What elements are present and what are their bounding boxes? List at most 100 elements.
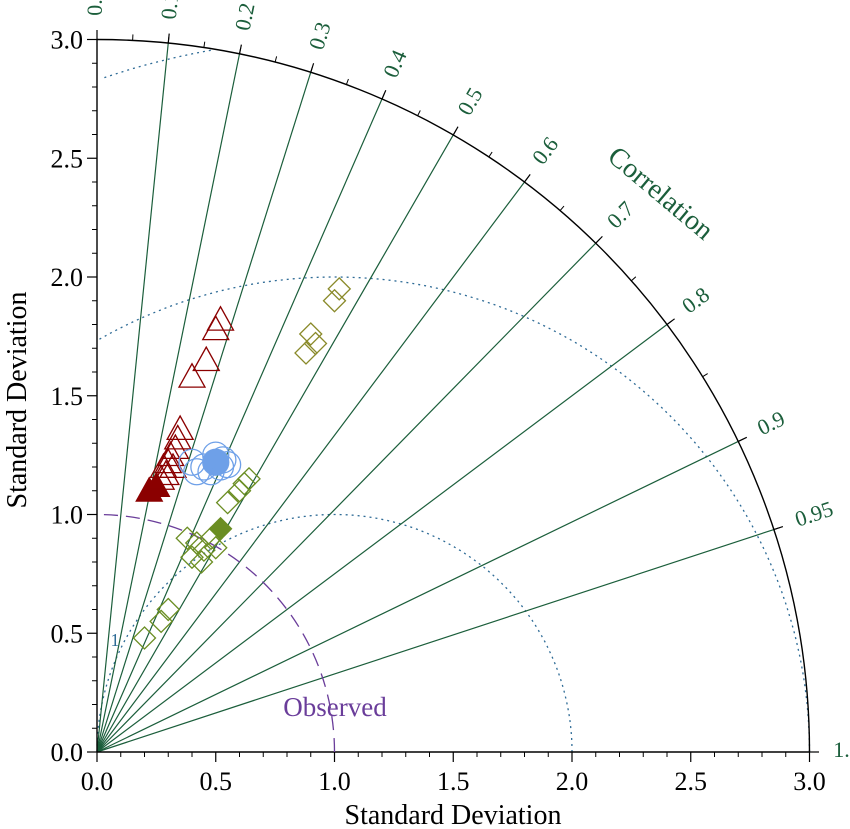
- correlation-ray: [96, 440, 739, 753]
- observed-std-arc: [96, 513, 336, 753]
- correlation-ray: [96, 528, 775, 753]
- correlation-minor-tick: [773, 527, 780, 530]
- diamond-marker: [199, 526, 223, 551]
- correlation-ray: [96, 134, 454, 753]
- x-tick-label: 0.0: [81, 767, 114, 796]
- correlation-minor-tick: [417, 110, 421, 116]
- y-tick-label: 2.5: [51, 144, 84, 173]
- diamond-marker: [156, 597, 181, 622]
- y-tick-label: 1.0: [51, 501, 84, 530]
- y-tick-label: 0.0: [51, 738, 84, 767]
- correlation-minor-tick: [239, 47, 242, 54]
- correlation-tick-label: 0.3: [304, 19, 336, 53]
- x-tick-label: 1.0: [318, 767, 351, 796]
- correlation-ray: [96, 53, 241, 753]
- data-points: [132, 276, 352, 650]
- correlation-ray: [96, 181, 525, 753]
- diamond-marker: [327, 276, 352, 301]
- diamond-marker: [189, 550, 214, 574]
- correlation-tick-label: 0.7: [602, 196, 639, 233]
- y-axis-title: Standard Deviation: [2, 292, 33, 509]
- triangle-marker: [151, 459, 180, 486]
- diamond-marker: [294, 341, 318, 365]
- diamond-marker: [303, 331, 328, 356]
- correlation-ray: [96, 72, 312, 753]
- correlation-tick-label: 0.95: [792, 496, 836, 532]
- rms-circle: [96, 276, 811, 752]
- circle-marker: [197, 458, 225, 486]
- diamond-marker: [191, 538, 216, 563]
- rms-mark-label: 1: [111, 630, 120, 650]
- triangle-marker: [163, 424, 192, 450]
- diamond-marker: [298, 322, 323, 346]
- observed-arc: [96, 513, 336, 753]
- diamond-marker: [215, 490, 240, 515]
- correlation-tick-label: 0.5: [452, 83, 487, 119]
- correlation-ray: [96, 242, 597, 753]
- y-tick-label: 0.5: [51, 619, 84, 648]
- diamond-marker: [184, 531, 209, 555]
- correlation-rays: [96, 30, 819, 753]
- correlation-minor-tick: [381, 93, 385, 100]
- triangle-marker: [201, 314, 230, 341]
- correlation-tick-label: 0.4: [378, 46, 412, 81]
- correlation-minor-tick: [702, 373, 708, 378]
- triangle-marker: [156, 440, 185, 467]
- correlation-minor-tick: [345, 78, 349, 85]
- diamond-marker: [175, 526, 200, 551]
- correlation-tick-label: 0.9: [753, 406, 789, 440]
- triangle-marker: [192, 345, 221, 372]
- correlation-ray: [96, 324, 668, 753]
- correlation-minor-tick: [666, 320, 673, 325]
- outer-arc: [96, 38, 811, 753]
- correlation-tick-label: 0.1: [156, 0, 184, 20]
- circle-marker: [213, 450, 242, 479]
- correlation-minor-tick: [524, 176, 529, 183]
- correlation-minor-tick: [488, 151, 493, 158]
- rms-circle: [102, 49, 211, 79]
- x-tick-label: 2.0: [556, 767, 589, 796]
- circle-marker: [209, 446, 237, 474]
- x-tick-label: 1.5: [437, 767, 470, 796]
- circle-marker: [190, 453, 218, 481]
- observed-label: Observed: [283, 692, 387, 722]
- rms-circle: [96, 513, 573, 752]
- triangle-marker: [177, 362, 207, 388]
- triangle-marker: [154, 447, 183, 474]
- correlation-minor-tick: [274, 56, 278, 63]
- correlation-tick-label: 0.6: [527, 132, 564, 169]
- correlation-minor-tick: [631, 276, 637, 282]
- triangle-marker: [166, 414, 195, 441]
- triangle-marker: [206, 305, 235, 331]
- correlation-tick-label: 1.0: [833, 737, 850, 762]
- correlation-minor-tick: [595, 238, 601, 244]
- correlation-ray: [96, 98, 383, 753]
- correlation-tick-label: 0.2: [230, 1, 260, 33]
- x-tick-label: 2.5: [675, 767, 708, 796]
- diamond-marker: [237, 466, 261, 491]
- diamond-marker: [132, 626, 157, 650]
- correlation-tick-label: 0.0: [82, 0, 107, 16]
- rms-circles: [96, 49, 811, 752]
- diamond-marker: [322, 288, 347, 313]
- correlation-minor-tick: [452, 129, 457, 136]
- y-tick-label: 3.0: [51, 26, 84, 55]
- diamond-marker: [149, 609, 174, 634]
- axes: [87, 38, 811, 762]
- x-axis-title: Standard Deviation: [345, 800, 562, 829]
- y-tick-label: 2.0: [51, 263, 84, 292]
- correlation-ray: [96, 43, 169, 753]
- correlation-minor-tick: [310, 66, 314, 73]
- x-tick-label: 0.5: [200, 767, 233, 796]
- y-tick-label: 1.5: [51, 382, 84, 411]
- correlation-minor-tick: [559, 205, 565, 211]
- circle-marker: [178, 448, 206, 476]
- correlation-minor-tick: [203, 41, 206, 48]
- diamond-marker: [232, 471, 257, 496]
- correlation-minor-tick: [167, 37, 170, 44]
- diamond-marker: [203, 535, 228, 560]
- x-tick-label: 3.0: [793, 767, 826, 796]
- correlation-minor-tick: [738, 438, 744, 442]
- correlation-tick-label: 0.8: [677, 282, 714, 319]
